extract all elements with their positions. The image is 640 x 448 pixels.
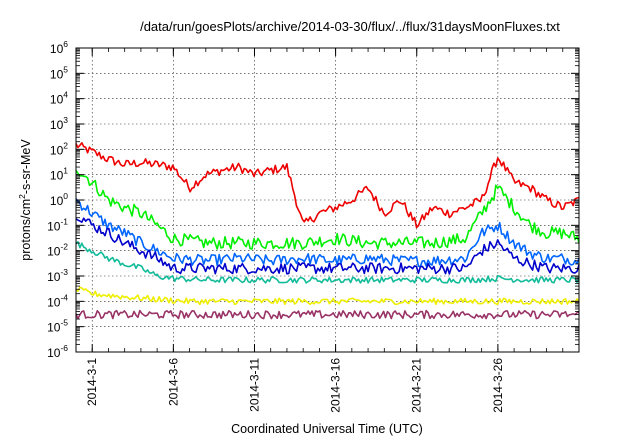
y-tick-label: 10-4 [47, 292, 68, 309]
x-tick-label: 2014-3-26 [491, 358, 505, 413]
y-tick-label: 101 [50, 166, 68, 183]
y-tick-label: 10-5 [47, 318, 68, 335]
chart-title: /data/run/goesPlots/archive/2014-03-30/f… [140, 19, 560, 34]
series-line [75, 142, 580, 229]
x-axis-label: Coordinated Universal Time (UTC) [231, 422, 423, 436]
grid [76, 48, 579, 352]
x-tick-label: 2014-3-11 [247, 358, 261, 412]
x-axis-ticks: 2014-3-1 2014-3-6 2014-3-11 2014-3-16 2014-3… [85, 48, 564, 413]
x-tick-label: 2014-3-21 [410, 358, 424, 413]
x-tick-label: 2014-3-6 [166, 358, 180, 406]
y-tick-label: 10-1 [47, 216, 68, 233]
series-line [75, 286, 580, 306]
y-tick-label: 102 [50, 140, 68, 157]
y-tick-label: 103 [50, 115, 68, 132]
y-tick-label: 10-3 [47, 267, 68, 284]
y-tick-label: 106 [50, 39, 68, 56]
plot-frame [75, 47, 580, 353]
x-tick-label: 2014-3-16 [329, 358, 343, 413]
y-axis-ticks: 10-6 10-5 10-4 10-3 10-2 10-1 100 101 102 103 104 1… [47, 39, 579, 360]
y-tick-label: 100 [50, 191, 68, 208]
series-line [75, 241, 580, 284]
series-line [75, 198, 580, 268]
series-layer [75, 142, 580, 320]
series-line [75, 309, 580, 320]
x-tick-label: 2014-3-1 [85, 358, 99, 406]
y-tick-label: 105 [50, 64, 68, 81]
series-line [75, 217, 580, 275]
y-tick-label: 104 [50, 90, 68, 107]
series-line [75, 170, 580, 250]
y-tick-label: 10-6 [47, 343, 68, 360]
y-tick-label: 10-2 [47, 242, 68, 259]
y-axis-label: protons/cm2-s-sr-MeV [17, 139, 33, 261]
